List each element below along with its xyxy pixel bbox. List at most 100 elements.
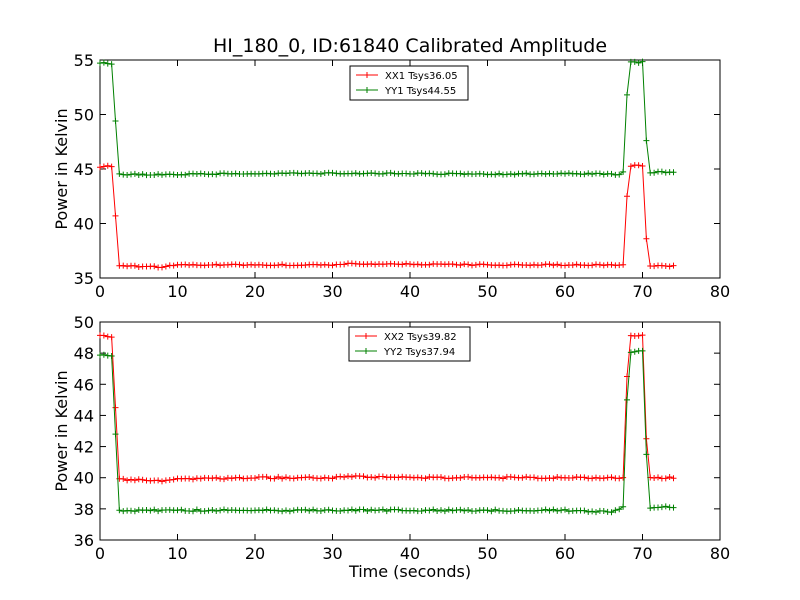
x-tick-label: 20 — [245, 544, 265, 563]
data-point — [368, 506, 375, 513]
top-panel: 0 10 20 30 40 50 60 70 80 35 40 45 50 55 Power in Kelv… — [52, 51, 730, 301]
data-point — [635, 162, 642, 169]
data-point — [449, 261, 456, 268]
data-point — [275, 473, 282, 480]
data-point — [97, 164, 103, 171]
x-tick-label: 10 — [167, 282, 187, 301]
data-point — [360, 506, 367, 513]
series-line — [99, 164, 674, 269]
x-tick-label: 70 — [632, 282, 652, 301]
data-point — [124, 172, 131, 179]
data-point — [457, 474, 464, 481]
data-point — [108, 163, 115, 170]
data-point — [562, 506, 568, 513]
data-point — [620, 503, 627, 510]
data-point — [100, 351, 107, 358]
data-point — [116, 170, 123, 177]
data-point — [348, 473, 355, 480]
data-point — [410, 171, 417, 178]
data-point — [554, 261, 561, 268]
data-point — [465, 261, 472, 268]
data-point — [263, 473, 270, 480]
data-point — [627, 163, 634, 170]
data-point — [596, 261, 603, 268]
data-point — [317, 508, 324, 515]
data-point — [228, 475, 235, 482]
y-tick-label: 36 — [74, 531, 94, 550]
legend-label: XX2 Tsys39.82 — [384, 332, 457, 343]
y-tick-label: 50 — [74, 313, 94, 332]
data-point — [368, 260, 375, 267]
data-point — [651, 169, 658, 176]
data-point — [100, 332, 107, 339]
data-point — [426, 507, 433, 514]
data-point — [352, 170, 359, 177]
data-point — [151, 506, 158, 513]
data-point — [317, 262, 324, 269]
x-tick-label: 0 — [95, 282, 105, 301]
data-point — [554, 507, 561, 514]
data-point — [213, 474, 220, 481]
data-point — [279, 508, 286, 515]
series-yy1 — [97, 58, 677, 179]
data-point — [523, 170, 530, 177]
data-point — [507, 170, 514, 177]
data-point — [221, 170, 227, 177]
data-point — [379, 473, 386, 480]
data-point — [542, 506, 549, 513]
data-point — [608, 261, 615, 268]
data-point — [465, 507, 472, 514]
data-point — [569, 262, 576, 269]
data-point — [461, 507, 468, 514]
data-point — [639, 163, 646, 170]
data-point — [585, 508, 592, 515]
data-point — [651, 474, 658, 481]
data-point — [213, 261, 220, 268]
data-point — [662, 503, 669, 510]
data-point — [341, 474, 348, 481]
data-point — [503, 262, 510, 269]
data-point — [538, 261, 545, 268]
data-point — [546, 507, 553, 514]
data-point — [193, 506, 200, 513]
data-point — [418, 474, 425, 481]
data-point — [600, 507, 607, 514]
legend: XX1 Tsys36.05 YY1 Tsys44.55 — [349, 65, 469, 101]
data-point — [511, 507, 518, 514]
data-point — [131, 477, 138, 484]
data-point — [496, 474, 503, 481]
data-point — [492, 171, 499, 178]
data-point — [139, 476, 146, 483]
legend-label: XX1 Tsys36.05 — [385, 71, 458, 82]
data-point — [290, 507, 297, 514]
data-point — [593, 509, 599, 516]
data-point — [662, 169, 669, 176]
data-point — [631, 58, 638, 65]
data-point — [670, 169, 677, 176]
data-point — [306, 169, 313, 176]
data-point — [108, 334, 115, 341]
data-point — [550, 506, 557, 513]
data-point — [620, 168, 627, 175]
data-point — [430, 506, 437, 513]
x-tick-label: 50 — [477, 282, 497, 301]
data-point — [302, 506, 309, 513]
data-point — [422, 475, 429, 482]
legend-marker — [364, 87, 370, 93]
data-point — [596, 170, 603, 177]
data-point — [395, 506, 402, 513]
data-point — [329, 169, 336, 176]
data-point — [217, 507, 224, 514]
data-point — [418, 170, 425, 177]
chart-title: HI_180_0, ID:61840 Calibrated Amplitude — [213, 35, 607, 57]
data-point — [116, 507, 123, 514]
data-point — [155, 171, 162, 178]
data-point — [151, 263, 158, 270]
y-tick-label: 46 — [74, 375, 94, 394]
series-line — [99, 350, 674, 513]
data-point — [666, 473, 673, 480]
data-point — [325, 506, 332, 513]
data-point — [581, 474, 588, 481]
data-point — [418, 508, 425, 515]
data-point — [639, 58, 646, 65]
